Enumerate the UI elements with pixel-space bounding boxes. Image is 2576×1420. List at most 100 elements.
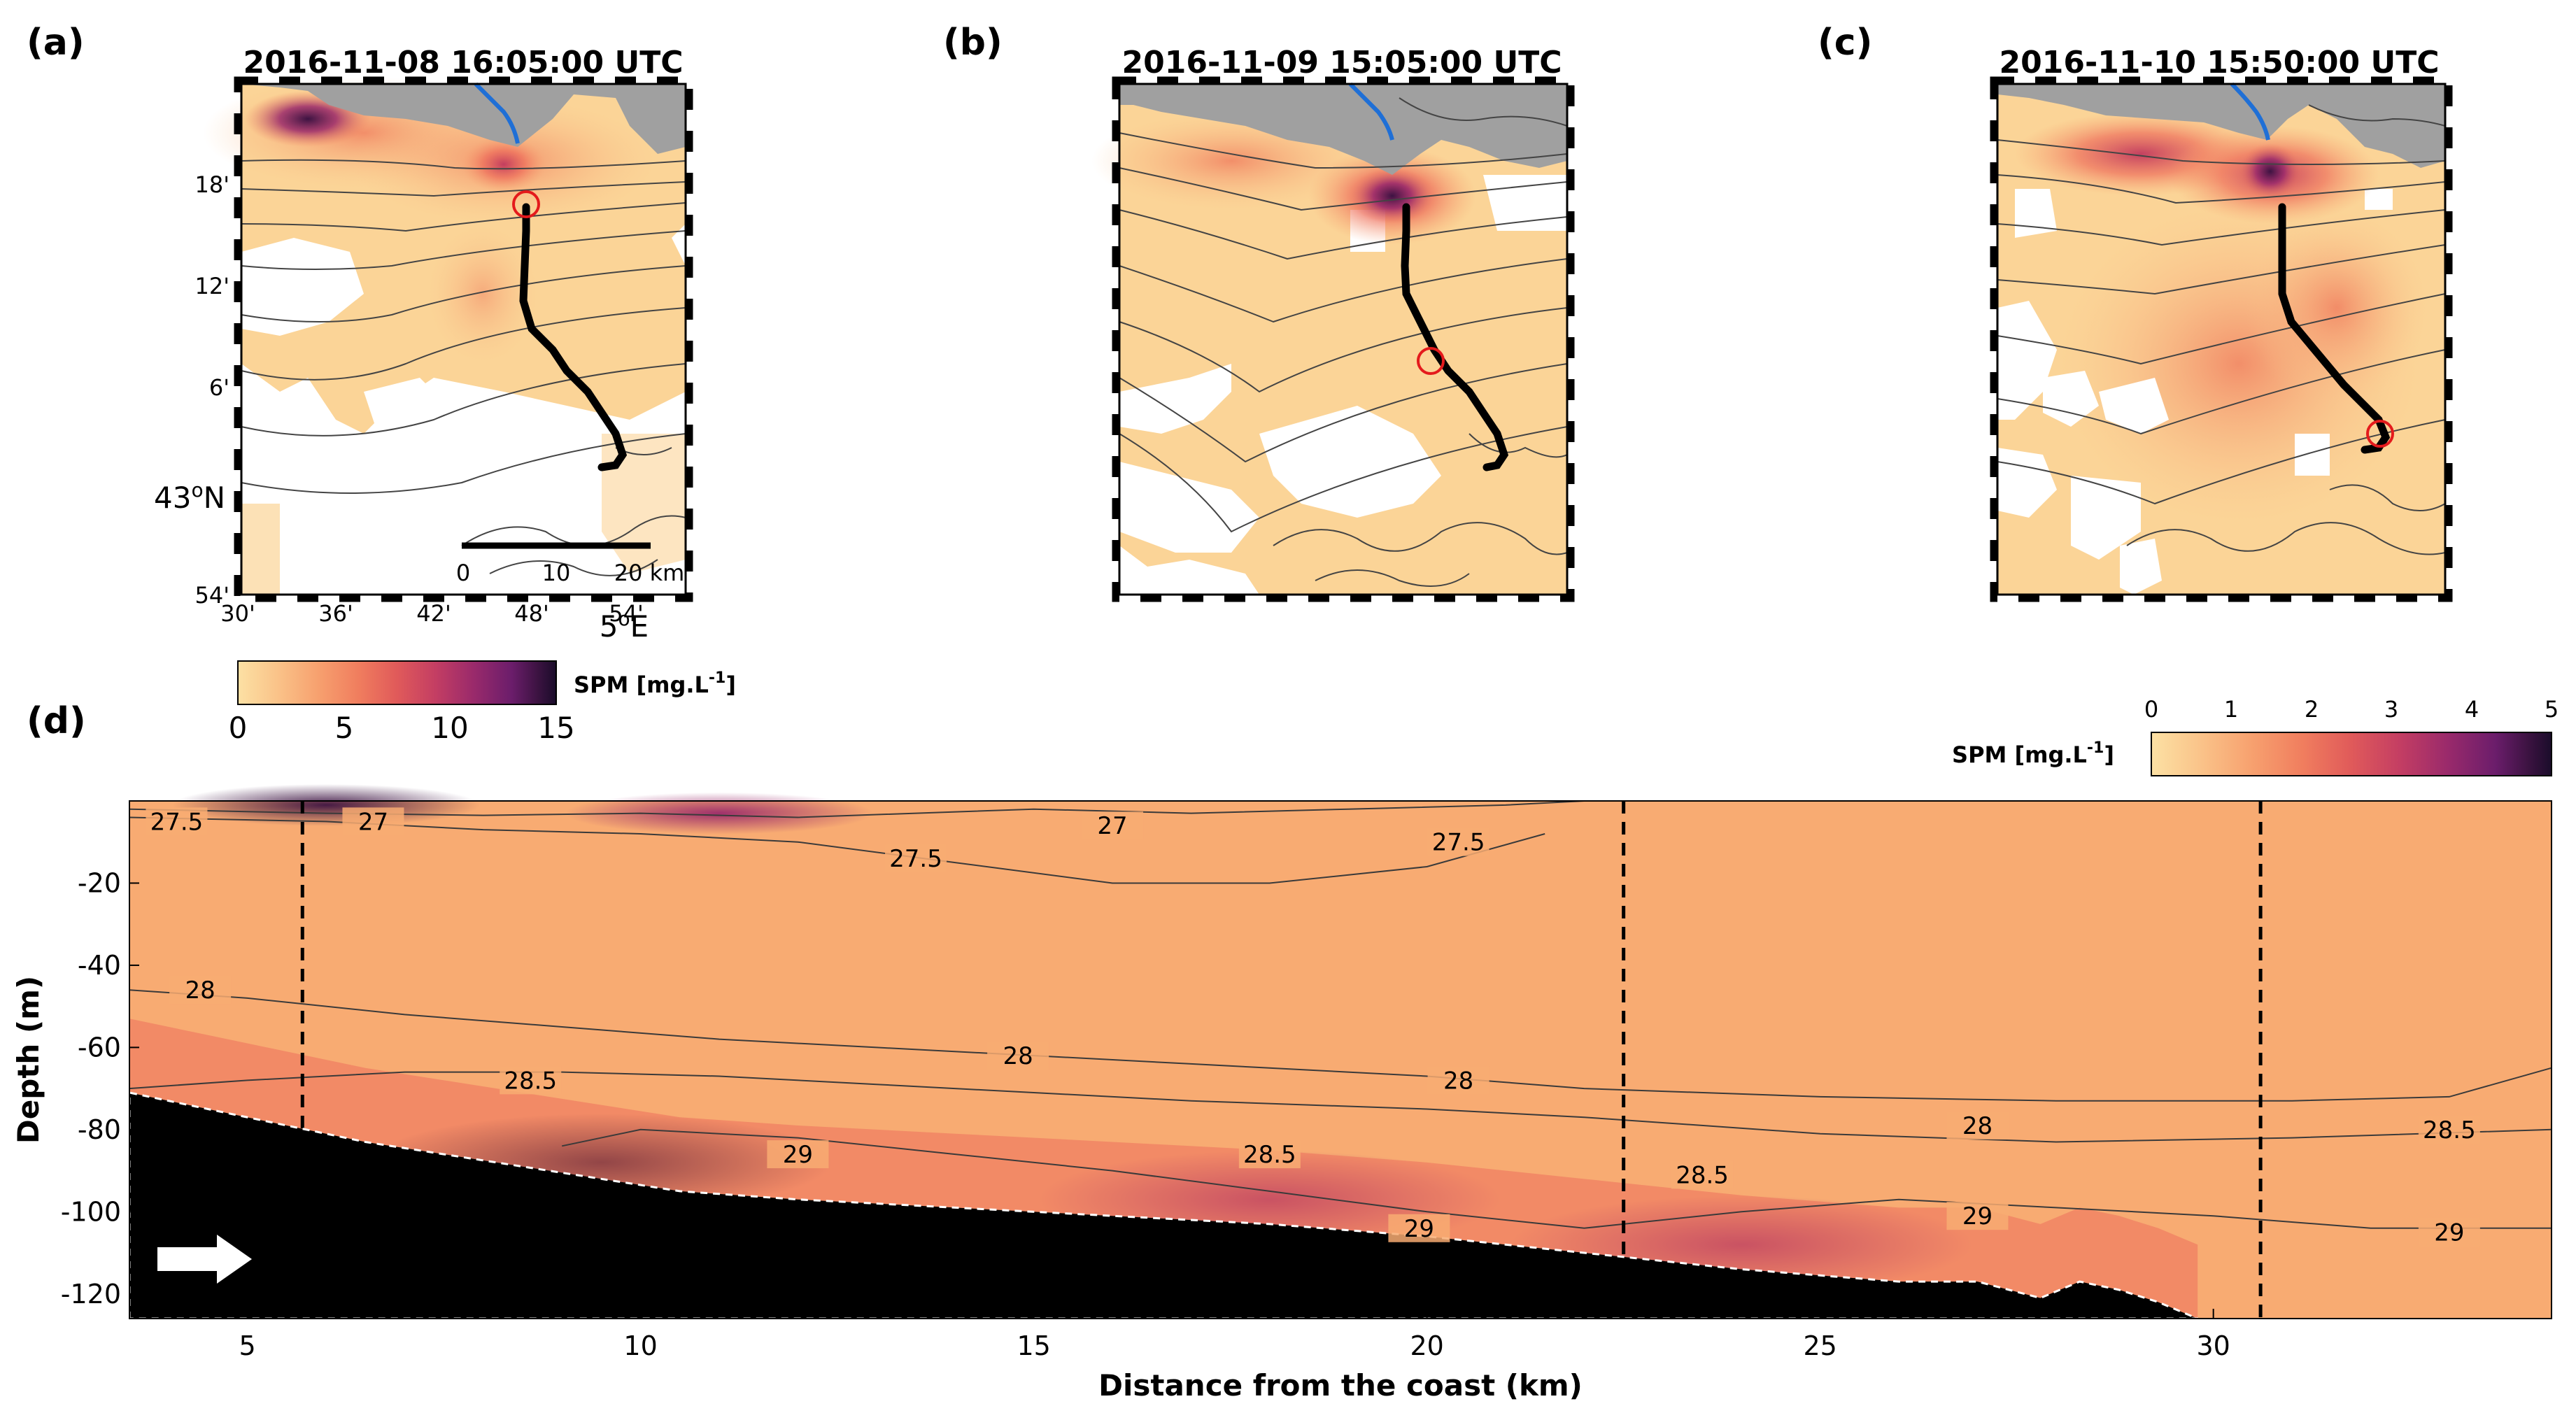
isopycnal-label: 27.5	[150, 808, 204, 836]
panel-label-a: (a)	[27, 22, 85, 64]
panel-label-d: (d)	[27, 700, 86, 742]
colorbar-maps-tick: 5	[335, 711, 354, 745]
scalebar-20: 20 km	[614, 560, 685, 586]
isopycnal-label: 28	[1003, 1042, 1033, 1070]
lon-tick-36: 36'	[318, 600, 353, 627]
colorbar-section-tick: 4	[2465, 696, 2479, 723]
isopycnal-label: 28.5	[504, 1067, 557, 1095]
map-title-a: 2016-11-08 16:05:00 UTC	[243, 45, 684, 80]
x-axis-label: Distance from the coast (km)	[1098, 1368, 1583, 1403]
section-plot: 27.5 27 27 27.5 27.5 28 28 28.5 28 29 28.5 28 28.5 28…	[11, 783, 2552, 1403]
isopycnal-label-bg	[1671, 1160, 1734, 1189]
colorbar-maps-tick: 15	[537, 711, 574, 745]
x-tick-label: 30	[2196, 1330, 2230, 1361]
lon-tick-5e: 5oE	[600, 607, 649, 644]
colorbar-maps-tick: 10	[431, 711, 468, 745]
colorbar-maps-tick: 0	[229, 711, 248, 745]
y-tick-label: -100	[61, 1196, 121, 1227]
isopycnal-label-bg	[1946, 1202, 2009, 1230]
isopycnal-label-bg	[1427, 828, 1489, 856]
colorbar-maps: SPM [mg.L-1] 0 5 10 15	[229, 660, 736, 745]
y-tick-label: -20	[78, 867, 121, 898]
lat-tick-18: 18'	[194, 171, 229, 198]
isopycnal-label: 28	[185, 977, 215, 1004]
isopycnal-label-bg	[987, 1042, 1049, 1070]
isopycnal-label: 29	[783, 1141, 813, 1169]
map-title-c: 2016-11-10 15:50:00 UTC	[2000, 45, 2440, 80]
isopycnal-label: 28.5	[1243, 1141, 1296, 1169]
colorbar-section: SPM [mg.L-1] 0 1 2 3 4 5	[1952, 696, 2559, 776]
x-axis: 5 10 15 20 25 30	[239, 1309, 2230, 1361]
colorbar-section-tick: 1	[2224, 696, 2238, 723]
x-tick-label: 15	[1017, 1330, 1050, 1361]
colorbar-section-tick: 0	[2144, 696, 2158, 723]
isopycnal-labels: 27.5 27 27 27.5 27.5 28 28 28.5 28 29 28.5 28 28.5 28…	[146, 807, 2480, 1247]
isopycnal-label-bg	[1427, 1066, 1489, 1095]
y-tick-label: -80	[78, 1114, 121, 1145]
seabed	[128, 1091, 2198, 1320]
isopycnal-label-bg	[885, 844, 947, 873]
y-axis-label: Depth (m)	[11, 976, 45, 1144]
isopycnal-label-bg	[1082, 811, 1144, 840]
position-marker-c	[2366, 420, 2394, 448]
colorbar-maps-bar	[237, 660, 557, 705]
lat-tick-12: 12'	[194, 273, 229, 299]
y-tick-label: -120	[61, 1279, 121, 1309]
isopycnal-label-bg	[169, 976, 232, 1004]
isopycnal-28.5	[129, 1071, 2552, 1143]
panel-label-c: (c)	[1818, 22, 1872, 64]
x-tick-label: 5	[239, 1330, 256, 1361]
isopycnal-label: 29	[2434, 1219, 2464, 1247]
map-a-field: 0 10 20 km	[203, 76, 693, 602]
isopycnal-28	[129, 989, 2552, 1102]
position-marker-b	[1417, 347, 1445, 375]
isopycnal-label: 28	[1962, 1112, 1993, 1140]
position-marker-a	[512, 190, 540, 218]
panel-label-b: (b)	[943, 22, 1003, 64]
map-c-field	[1990, 76, 2453, 602]
isopycnal-27	[129, 800, 1585, 818]
isopycnal-label-bg	[767, 1140, 829, 1169]
map-title-b: 2016-11-09 15:05:00 UTC	[1122, 45, 1562, 80]
current-arrow-icon	[157, 1235, 252, 1284]
colorbar-section-tick: 2	[2305, 696, 2319, 723]
map-b-field	[1091, 76, 1575, 602]
colorbar-section-tick: 3	[2384, 696, 2398, 723]
colorbar-section-label: SPM [mg.L-1]	[1952, 739, 2114, 768]
lon-tick-42: 42'	[416, 600, 451, 627]
isopycnal-label-bg	[1388, 1214, 1450, 1242]
isopycnal-27.5	[129, 816, 1545, 884]
isopycnal-label: 29	[1962, 1202, 1993, 1230]
isopycnal-label-bg	[2418, 1115, 2480, 1144]
map-panel-b: (b) 2016-11-09 15:05:00 UTC	[943, 22, 1575, 602]
lon-tick-48: 48'	[514, 600, 549, 627]
isopycnal-label-bg	[146, 807, 208, 836]
isopycnal-label-bg	[342, 807, 404, 836]
station-lines	[300, 801, 2263, 1319]
isopycnal-label: 27.5	[1432, 829, 1485, 857]
map-panel-a: (a) 2016-11-08 16:05:00 UTC	[27, 22, 693, 644]
colorbar-maps-label: SPM [mg.L-1]	[574, 669, 736, 698]
x-tick-label: 25	[1803, 1330, 1837, 1361]
bottom-nepheloid-layer	[129, 1018, 2198, 1319]
scalebar-0: 0	[456, 560, 470, 586]
lon-tick-54: 54'	[609, 600, 644, 627]
isopycnal-label-bg	[1946, 1111, 2009, 1139]
isopycnal-label: 28	[1443, 1067, 1473, 1095]
colorbar-section-bar	[2151, 732, 2552, 776]
isopycnal-label: 27	[358, 808, 388, 836]
lat-tick-6: 6'	[209, 374, 229, 401]
isopycnal-label-bg	[1238, 1140, 1301, 1169]
lon-tick-30: 30'	[220, 600, 255, 627]
colorbar-section-tick: 5	[2545, 696, 2559, 723]
y-tick-label: -40	[78, 950, 121, 981]
x-tick-label: 20	[1410, 1330, 1443, 1361]
isopycnal-label-bg	[500, 1066, 562, 1095]
y-tick-label: -60	[78, 1032, 121, 1063]
isopycnal-label-bg	[2418, 1218, 2480, 1247]
y-axis: -20 -40 -60 -80 -100 -120	[61, 867, 139, 1309]
isopycnal-label: 29	[1404, 1215, 1434, 1243]
isopycnal-label: 28.5	[2423, 1116, 2476, 1144]
lat-tick-54: 54'	[194, 582, 229, 609]
